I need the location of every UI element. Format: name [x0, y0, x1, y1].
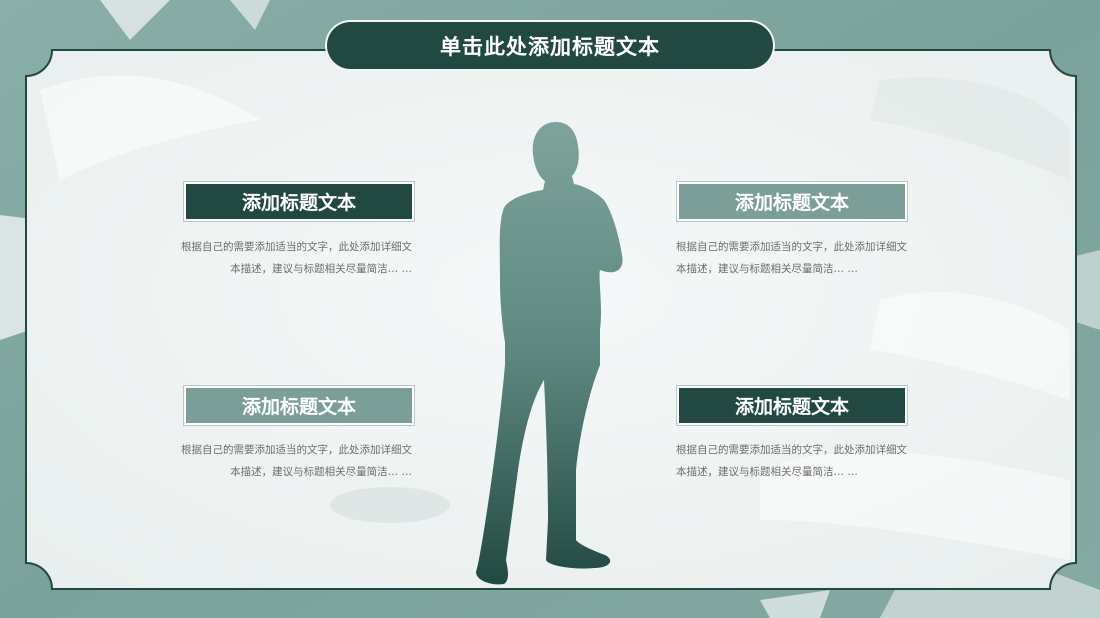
item-2-description: 根据自己的需要添加适当的文字，此处添加详细文 本描述，建议与标题相关尽量简洁… …: [162, 439, 412, 483]
item-4-line-2: 本描述，建议与标题相关尽量简洁… …: [676, 466, 858, 478]
item-4-line-1: 根据自己的需要添加适当的文字，此处添加详细文: [676, 444, 907, 456]
item-3-heading[interactable]: 添加标题文本: [676, 181, 908, 222]
item-1-heading[interactable]: 添加标题文本: [183, 181, 415, 222]
item-2-line-2: 本描述，建议与标题相关尽量简洁… …: [230, 466, 412, 478]
item-3-description: 根据自己的需要添加适当的文字，此处添加详细文 本描述，建议与标题相关尽量简洁… …: [676, 236, 926, 280]
item-1-line-1: 根据自己的需要添加适当的文字，此处添加详细文: [181, 241, 412, 253]
item-4-heading[interactable]: 添加标题文本: [676, 385, 908, 426]
item-2-line-1: 根据自己的需要添加适当的文字，此处添加详细文: [181, 444, 412, 456]
item-2-heading[interactable]: 添加标题文本: [183, 385, 415, 426]
item-1-line-2: 本描述，建议与标题相关尽量简洁… …: [230, 263, 412, 275]
item-3-line-2: 本描述，建议与标题相关尽量简洁… …: [676, 263, 858, 275]
item-3-line-1: 根据自己的需要添加适当的文字，此处添加详细文: [676, 241, 907, 253]
slide-title[interactable]: 单击此处添加标题文本: [327, 22, 773, 69]
item-1-description: 根据自己的需要添加适当的文字，此处添加详细文 本描述，建议与标题相关尽量简洁… …: [162, 236, 412, 280]
item-4-description: 根据自己的需要添加适当的文字，此处添加详细文 本描述，建议与标题相关尽量简洁… …: [676, 439, 926, 483]
